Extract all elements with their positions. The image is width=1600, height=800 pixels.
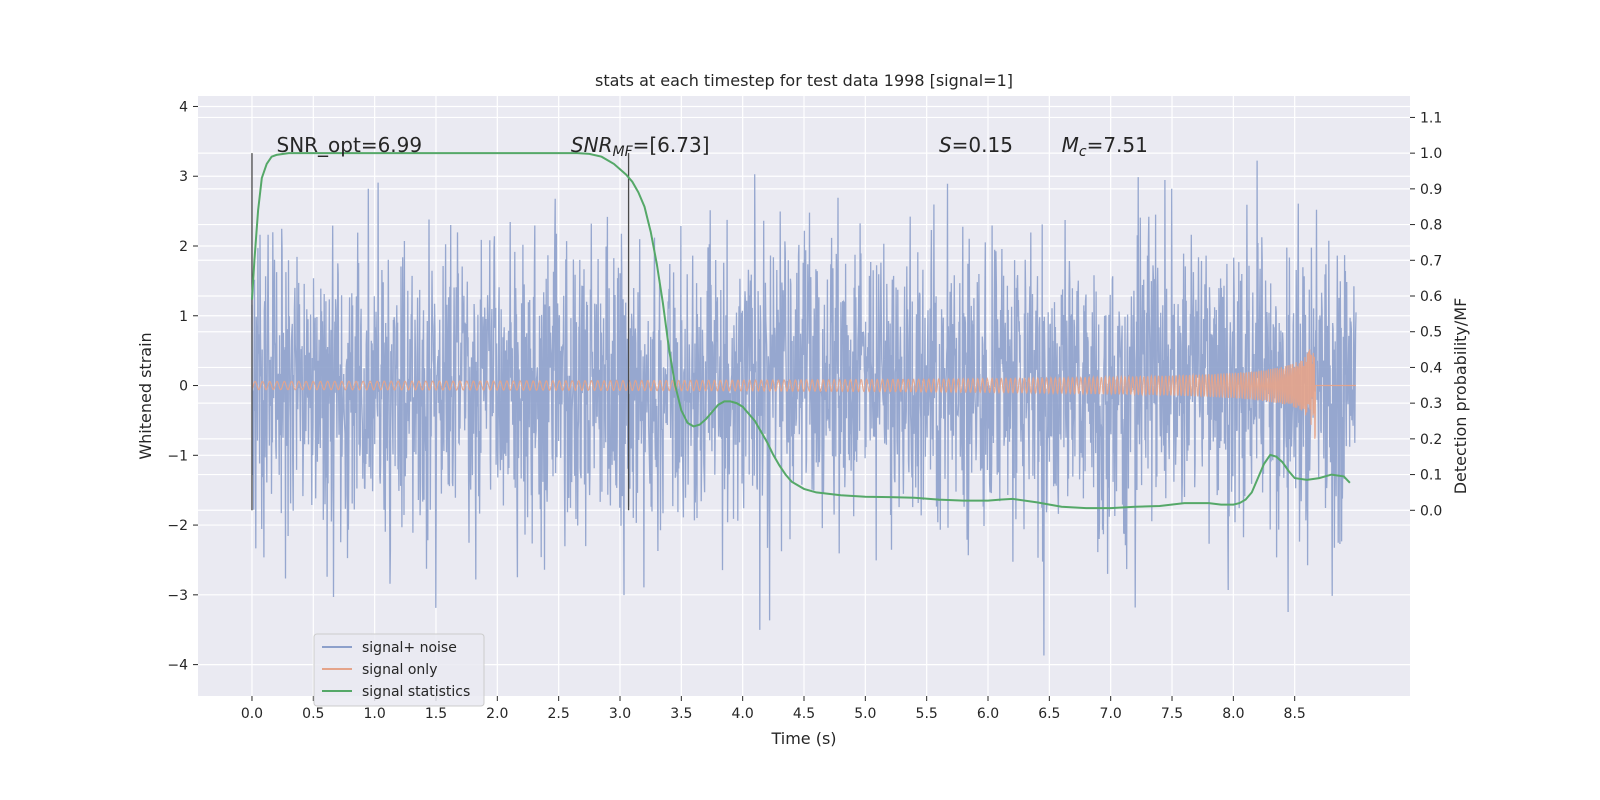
- y-tick-label: −2: [167, 518, 188, 534]
- y-tick-label: 3: [179, 169, 188, 185]
- right-y-tick-label: 0.4: [1420, 360, 1442, 376]
- x-tick-label: 4.0: [732, 706, 754, 722]
- x-axis-ticks: 0.0 0.5 1.0 1.5 2.0 2.5 3.0 3.5 4.0 4.5 5.0 5.5 6.0 6…: [241, 696, 1306, 722]
- right-y-tick-label: 0.2: [1420, 432, 1442, 448]
- annotation-snr-mf-symbol: SNR: [571, 133, 613, 157]
- x-tick-label: 8.0: [1222, 706, 1244, 722]
- right-y-tick-label: 0.1: [1420, 468, 1442, 484]
- annotation-snr-opt: SNR_opt=6.99: [277, 133, 423, 157]
- x-tick-label: 2.5: [548, 706, 570, 722]
- annotation-s-symbol: S: [939, 133, 952, 157]
- y-tick-label: 0: [179, 379, 188, 395]
- legend-label-signal-only: signal only: [362, 662, 437, 678]
- x-tick-label: 4.5: [793, 706, 815, 722]
- annotation-snr-mf-value: =[6.73]: [633, 133, 710, 157]
- right-y-tick-label: 0.6: [1420, 289, 1442, 305]
- y-tick-label: −1: [167, 448, 188, 464]
- right-y-axis-label: Detection probability/MF: [1451, 298, 1470, 495]
- y-tick-label: 1: [179, 309, 188, 325]
- y-tick-label: 2: [179, 239, 188, 255]
- x-tick-label: 3.5: [670, 706, 692, 722]
- x-tick-label: 5.0: [854, 706, 876, 722]
- series-signal-statistics: [251, 152, 1351, 510]
- x-tick-label: 1.5: [425, 706, 447, 722]
- annotations: SNR_opt=6.99 SNRMF=[6.73] S=0.15 Mc=7.51: [277, 133, 1148, 160]
- x-tick-label: 8.5: [1284, 706, 1306, 722]
- right-y-tick-label: 0.8: [1420, 218, 1442, 234]
- right-y-axis-ticks: 1.1 1.0 0.9 0.8 0.7 0.6 0.5 0.4 0.3 0.2 0.1 0.0: [1410, 110, 1442, 519]
- legend-box: [313, 633, 485, 707]
- series-signal-noise: [251, 160, 1357, 656]
- annotation-mc-symbol: M: [1062, 133, 1079, 157]
- right-y-tick-label: 1.0: [1420, 146, 1442, 162]
- x-tick-label: 6.5: [1038, 706, 1060, 722]
- plot-area: [198, 96, 1410, 696]
- legend-label-signal-noise: signal+ noise: [362, 640, 457, 656]
- y-axis-ticks: 4 3 2 1 0 −1 −2 −3 −4: [167, 99, 198, 674]
- x-tick-label: 2.0: [486, 706, 508, 722]
- x-tick-label: 6.0: [977, 706, 999, 722]
- legend-label-signal-statistics: signal statistics: [362, 684, 470, 700]
- x-tick-label: 5.5: [916, 706, 938, 722]
- right-y-tick-label: 0.9: [1420, 182, 1442, 198]
- x-tick-label: 0.0: [241, 706, 263, 722]
- legend: signal+ noise signal only signal statist…: [313, 633, 485, 707]
- annotation-s: S=0.15: [939, 133, 1013, 157]
- right-y-tick-label: 1.1: [1420, 110, 1442, 126]
- annotation-mc: Mc=7.51: [1062, 133, 1148, 160]
- x-tick-label: 7.0: [1100, 706, 1122, 722]
- right-y-tick-label: 0.7: [1420, 253, 1442, 269]
- y-tick-label: 4: [179, 99, 188, 115]
- chart-title: stats at each timestep for test data 199…: [595, 71, 1013, 90]
- annotation-mc-value: =7.51: [1087, 133, 1148, 157]
- annotation-snr-mf: SNRMF=[6.73]: [571, 133, 710, 160]
- x-tick-label: 1.0: [364, 706, 386, 722]
- x-tick-label: 0.5: [302, 706, 324, 722]
- y-axis-label: Whitened strain: [136, 332, 155, 459]
- x-tick-label: 7.5: [1161, 706, 1183, 722]
- annotation-mc-subscript: c: [1079, 144, 1087, 160]
- y-tick-label: −3: [167, 588, 188, 604]
- x-tick-label: 3.0: [609, 706, 631, 722]
- right-y-tick-label: 0.3: [1420, 396, 1442, 412]
- series-signal-only: [251, 349, 1356, 439]
- annotation-s-value: =0.15: [952, 133, 1013, 157]
- right-y-tick-label: 0.5: [1420, 325, 1442, 341]
- y-tick-label: −4: [167, 658, 188, 674]
- annotation-snr-mf-subscript: MF: [612, 144, 633, 160]
- right-y-tick-label: 0.0: [1420, 503, 1442, 519]
- x-axis-label: Time (s): [770, 729, 836, 748]
